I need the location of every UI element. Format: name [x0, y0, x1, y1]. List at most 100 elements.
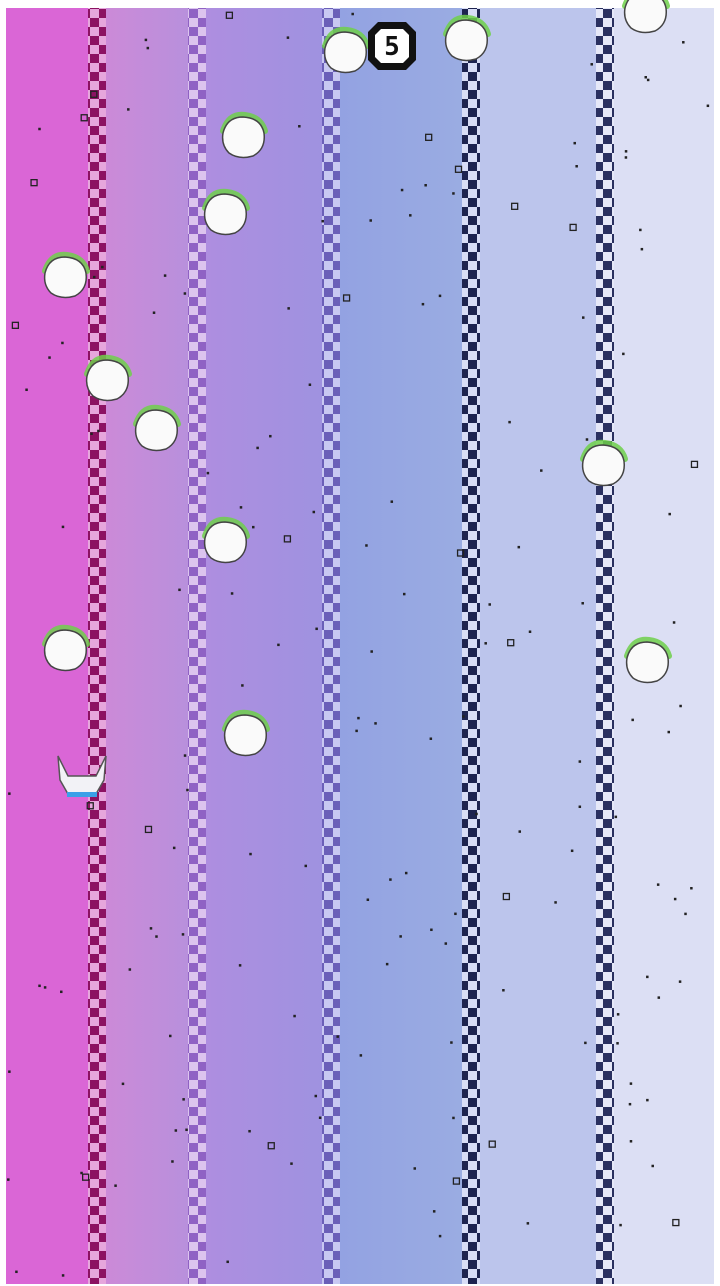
- star: [438, 1234, 442, 1238]
- star: [624, 150, 628, 153]
- star: [690, 886, 693, 890]
- star: [144, 38, 148, 42]
- asteroid: [624, 636, 672, 684]
- asteroid-body: [623, 0, 668, 34]
- asteroid-glow: [42, 624, 90, 647]
- star: [450, 1041, 453, 1044]
- star: [672, 621, 676, 624]
- star: [554, 901, 557, 904]
- star: [639, 228, 642, 232]
- star: [424, 183, 427, 187]
- star: [517, 545, 521, 549]
- star: [628, 1102, 632, 1106]
- star: [624, 156, 628, 159]
- asteroid-glow: [580, 439, 628, 462]
- star: [336, 1035, 339, 1038]
- star: [438, 294, 442, 298]
- star: [97, 429, 100, 433]
- star: [93, 275, 96, 279]
- star: [286, 36, 290, 39]
- star: [80, 1171, 83, 1175]
- star: [312, 510, 316, 514]
- asteroid-glow: [322, 26, 370, 49]
- asteroid-glow: [202, 188, 250, 211]
- asteroid: [84, 354, 132, 402]
- asteroid: [42, 251, 90, 299]
- star: [90, 90, 98, 98]
- lane: [106, 8, 188, 1284]
- star: [578, 805, 582, 809]
- star: [581, 316, 585, 319]
- star: [578, 760, 582, 763]
- star: [38, 127, 41, 131]
- star: [182, 1098, 185, 1101]
- star: [308, 383, 312, 386]
- star: [475, 812, 478, 816]
- star: [432, 1210, 436, 1213]
- asteroid-glow: [84, 354, 132, 377]
- star: [629, 1082, 633, 1085]
- star: [488, 603, 491, 606]
- star: [581, 602, 584, 605]
- star: [425, 133, 433, 141]
- star: [90, 432, 93, 436]
- star: [404, 871, 408, 875]
- star: [706, 104, 710, 108]
- asteroid-body: [203, 193, 248, 236]
- star: [314, 1094, 318, 1098]
- asteroid-body: [323, 31, 368, 74]
- star: [452, 1116, 455, 1120]
- asteroid-body: [43, 256, 88, 299]
- checker-strip: [188, 8, 206, 1284]
- star: [290, 1162, 293, 1165]
- asteroid-glow: [220, 111, 268, 134]
- asteroid: [222, 709, 270, 757]
- star: [614, 815, 618, 819]
- star: [25, 388, 28, 392]
- lane: [340, 8, 462, 1284]
- star: [30, 179, 38, 187]
- star: [163, 274, 167, 277]
- star: [351, 12, 354, 16]
- star: [101, 265, 104, 269]
- star: [293, 1014, 296, 1018]
- star: [15, 1270, 18, 1274]
- star: [684, 912, 687, 916]
- star: [488, 1140, 496, 1148]
- star: [646, 1098, 649, 1102]
- star: [400, 188, 404, 192]
- star: [672, 1218, 680, 1227]
- background: [6, 8, 714, 1284]
- star: [668, 512, 671, 516]
- star: [252, 525, 255, 529]
- star: [402, 592, 406, 596]
- star: [631, 718, 634, 722]
- asteroid: [133, 404, 181, 452]
- star: [573, 141, 576, 145]
- star: [43, 986, 47, 989]
- asteroid-glow: [202, 516, 250, 539]
- asteroid: [42, 624, 90, 672]
- star: [8, 792, 11, 795]
- star: [646, 975, 649, 979]
- star: [287, 307, 290, 310]
- star: [569, 223, 577, 232]
- asteroid: [443, 14, 491, 62]
- star: [507, 639, 515, 647]
- star: [7, 1178, 10, 1181]
- star: [646, 78, 650, 82]
- star: [585, 438, 589, 441]
- star: [225, 11, 234, 19]
- star: [304, 864, 308, 868]
- star: [421, 302, 425, 306]
- star: [171, 1160, 174, 1163]
- asteroid-glow: [222, 709, 270, 732]
- lane: [480, 8, 596, 1284]
- star: [690, 460, 699, 469]
- star: [61, 1274, 65, 1277]
- player-ship: [57, 755, 107, 797]
- star: [622, 352, 625, 356]
- star: [452, 1177, 461, 1185]
- checker-strip: [88, 8, 106, 1284]
- star: [370, 650, 373, 653]
